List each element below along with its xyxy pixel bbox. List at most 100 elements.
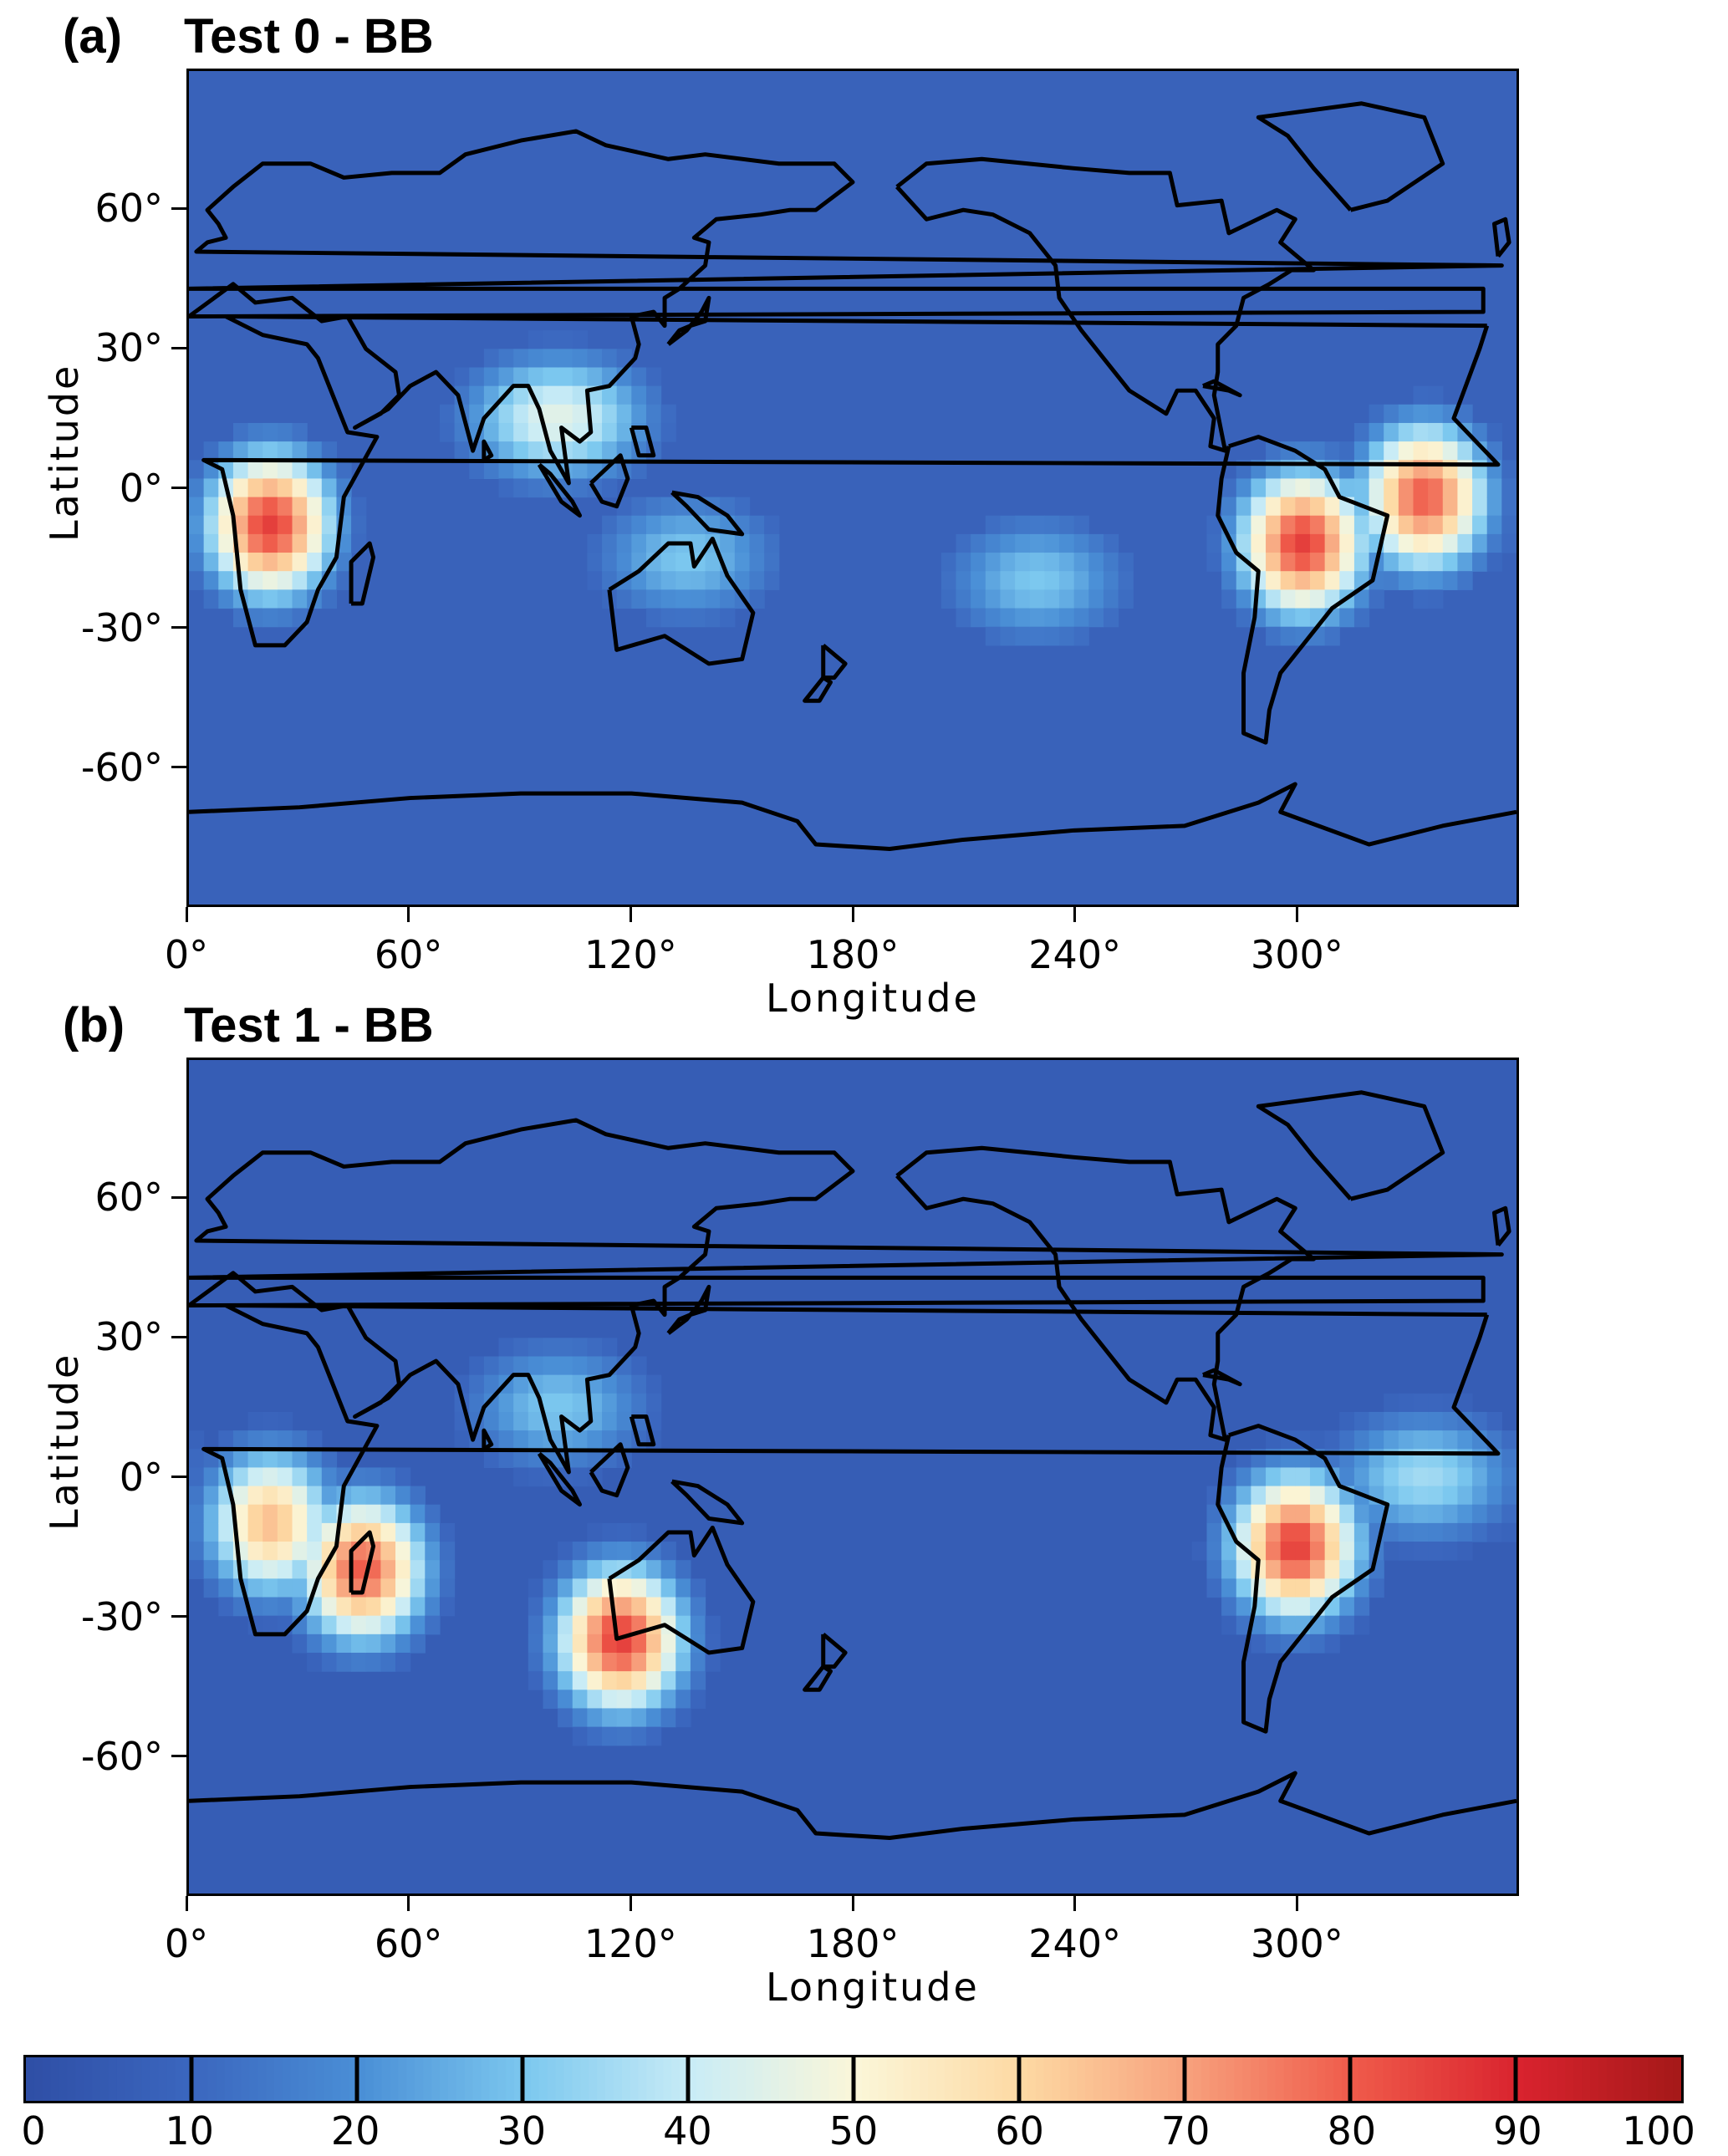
heatmap-cell — [1266, 1522, 1282, 1542]
heatmap-cell — [1428, 515, 1444, 535]
heatmap-cell — [247, 460, 263, 480]
heatmap-cell — [307, 1430, 323, 1450]
heatmap-cell — [690, 1671, 706, 1690]
heatmap-cell — [1029, 589, 1045, 609]
colorbar-swatch — [1283, 2057, 1293, 2101]
colorbar-swatch — [199, 2057, 209, 2101]
heatmap-cell — [232, 1449, 249, 1469]
heatmap-cell — [1457, 1393, 1473, 1413]
heatmap-cell — [1324, 1504, 1340, 1524]
heatmap-cell — [543, 1374, 558, 1394]
heatmap-cell — [602, 1430, 618, 1450]
heatmap-cell — [543, 349, 558, 369]
heatmap-cell — [1472, 1411, 1488, 1431]
heatmap-cell — [1324, 1634, 1340, 1654]
heatmap-cell — [292, 1522, 308, 1542]
colorbar-swatch — [1673, 2057, 1682, 2101]
heatmap-cell — [1486, 1522, 1502, 1542]
heatmap-cell — [631, 1708, 647, 1728]
colorbar-swatch — [75, 2057, 85, 2101]
heatmap-cell — [660, 553, 676, 572]
heatmap-cell — [513, 1356, 529, 1376]
heatmap-cell — [572, 367, 588, 387]
heatmap-cell — [277, 1411, 293, 1431]
heatmap-cell — [1221, 571, 1237, 590]
heatmap-cell — [1000, 571, 1016, 590]
heatmap-cell — [1059, 553, 1075, 572]
heatmap-cell — [1029, 571, 1045, 590]
heatmap-cell — [277, 460, 293, 480]
heatmap-cell — [1428, 422, 1444, 442]
heatmap-cell — [528, 422, 544, 442]
heatmap-cell — [749, 533, 765, 553]
heatmap-cell — [734, 571, 751, 590]
heatmap-cell — [395, 1652, 411, 1672]
heatmap-cell — [263, 1411, 278, 1431]
heatmap-cell — [277, 478, 293, 498]
colorbar-swatch — [903, 2057, 913, 2101]
heatmap-cell — [483, 1411, 500, 1431]
panel-b-map — [186, 1058, 1519, 1896]
heatmap-cell — [321, 478, 338, 498]
heatmap-cell — [263, 1560, 278, 1579]
x-tick-label: 0° — [164, 932, 209, 977]
colorbar-swatch — [133, 2057, 143, 2101]
y-tick — [171, 1195, 186, 1199]
heatmap-cell — [1309, 589, 1326, 609]
coastline — [189, 1771, 1516, 1840]
coastline — [670, 1479, 745, 1526]
heatmap-cell — [660, 1578, 676, 1598]
heatmap-cell — [572, 1560, 588, 1579]
heatmap-cell — [380, 1634, 396, 1654]
heatmap-cell — [1339, 553, 1355, 572]
colorbar-swatch — [1102, 2057, 1111, 2101]
heatmap-cell — [1339, 478, 1355, 498]
colorbar-swatch — [1491, 2057, 1501, 2101]
heatmap-cell — [307, 441, 323, 461]
panel-a-map — [186, 69, 1519, 907]
heatmap-cell — [572, 1467, 588, 1487]
heatmap-cell — [690, 533, 706, 553]
heatmap-cell — [602, 1671, 618, 1690]
colorbar-swatch — [1664, 2057, 1674, 2101]
heatmap-cell — [1472, 1504, 1488, 1524]
heatmap-cell — [203, 478, 219, 498]
colorbar-swatch — [26, 2057, 35, 2101]
heatmap-cell — [498, 460, 514, 480]
heatmap-cell — [498, 478, 514, 498]
colorbar-swatch — [1043, 2057, 1053, 2101]
heatmap-cell — [631, 1356, 647, 1376]
colorbar-swatch — [538, 2057, 548, 2101]
heatmap-cell — [1457, 1504, 1473, 1524]
heatmap-cell — [985, 553, 1002, 572]
colorbar-swatch — [911, 2057, 921, 2101]
colorbar-swatch — [447, 2057, 457, 2101]
heatmap-cell — [1280, 1597, 1296, 1617]
colorbar-swatch — [1308, 2057, 1318, 2101]
heatmap-cell — [1000, 533, 1016, 553]
coastline — [895, 156, 1316, 453]
y-tick-label: -30° — [80, 604, 163, 650]
heatmap-cell — [1398, 553, 1415, 572]
heatmap-cell — [351, 1504, 367, 1524]
heatmap-cell — [1413, 1486, 1429, 1506]
heatmap-cell — [587, 441, 603, 461]
heatmap-cell — [572, 441, 588, 461]
heatmap-cell — [1339, 1504, 1355, 1524]
colorbar-swatch — [1052, 2057, 1062, 2101]
y-tick-label: 0° — [119, 1454, 163, 1500]
heatmap-cell — [1324, 441, 1340, 461]
heatmap-cell — [1369, 422, 1384, 442]
heatmap-cell — [1044, 533, 1060, 553]
heatmap-cell — [1266, 533, 1282, 553]
colorbar-swatch — [440, 2057, 449, 2101]
heatmap-cell — [351, 1597, 367, 1617]
heatmap-cell — [705, 608, 721, 628]
heatmap-cell — [645, 1542, 662, 1561]
heatmap-cell — [1457, 1486, 1473, 1506]
colorbar-swatch — [1440, 2057, 1450, 2101]
heatmap-cell — [587, 1615, 603, 1635]
heatmap-cell — [1309, 497, 1326, 517]
colorbar-swatch — [1639, 2057, 1649, 2101]
heatmap-cell — [1384, 571, 1399, 590]
